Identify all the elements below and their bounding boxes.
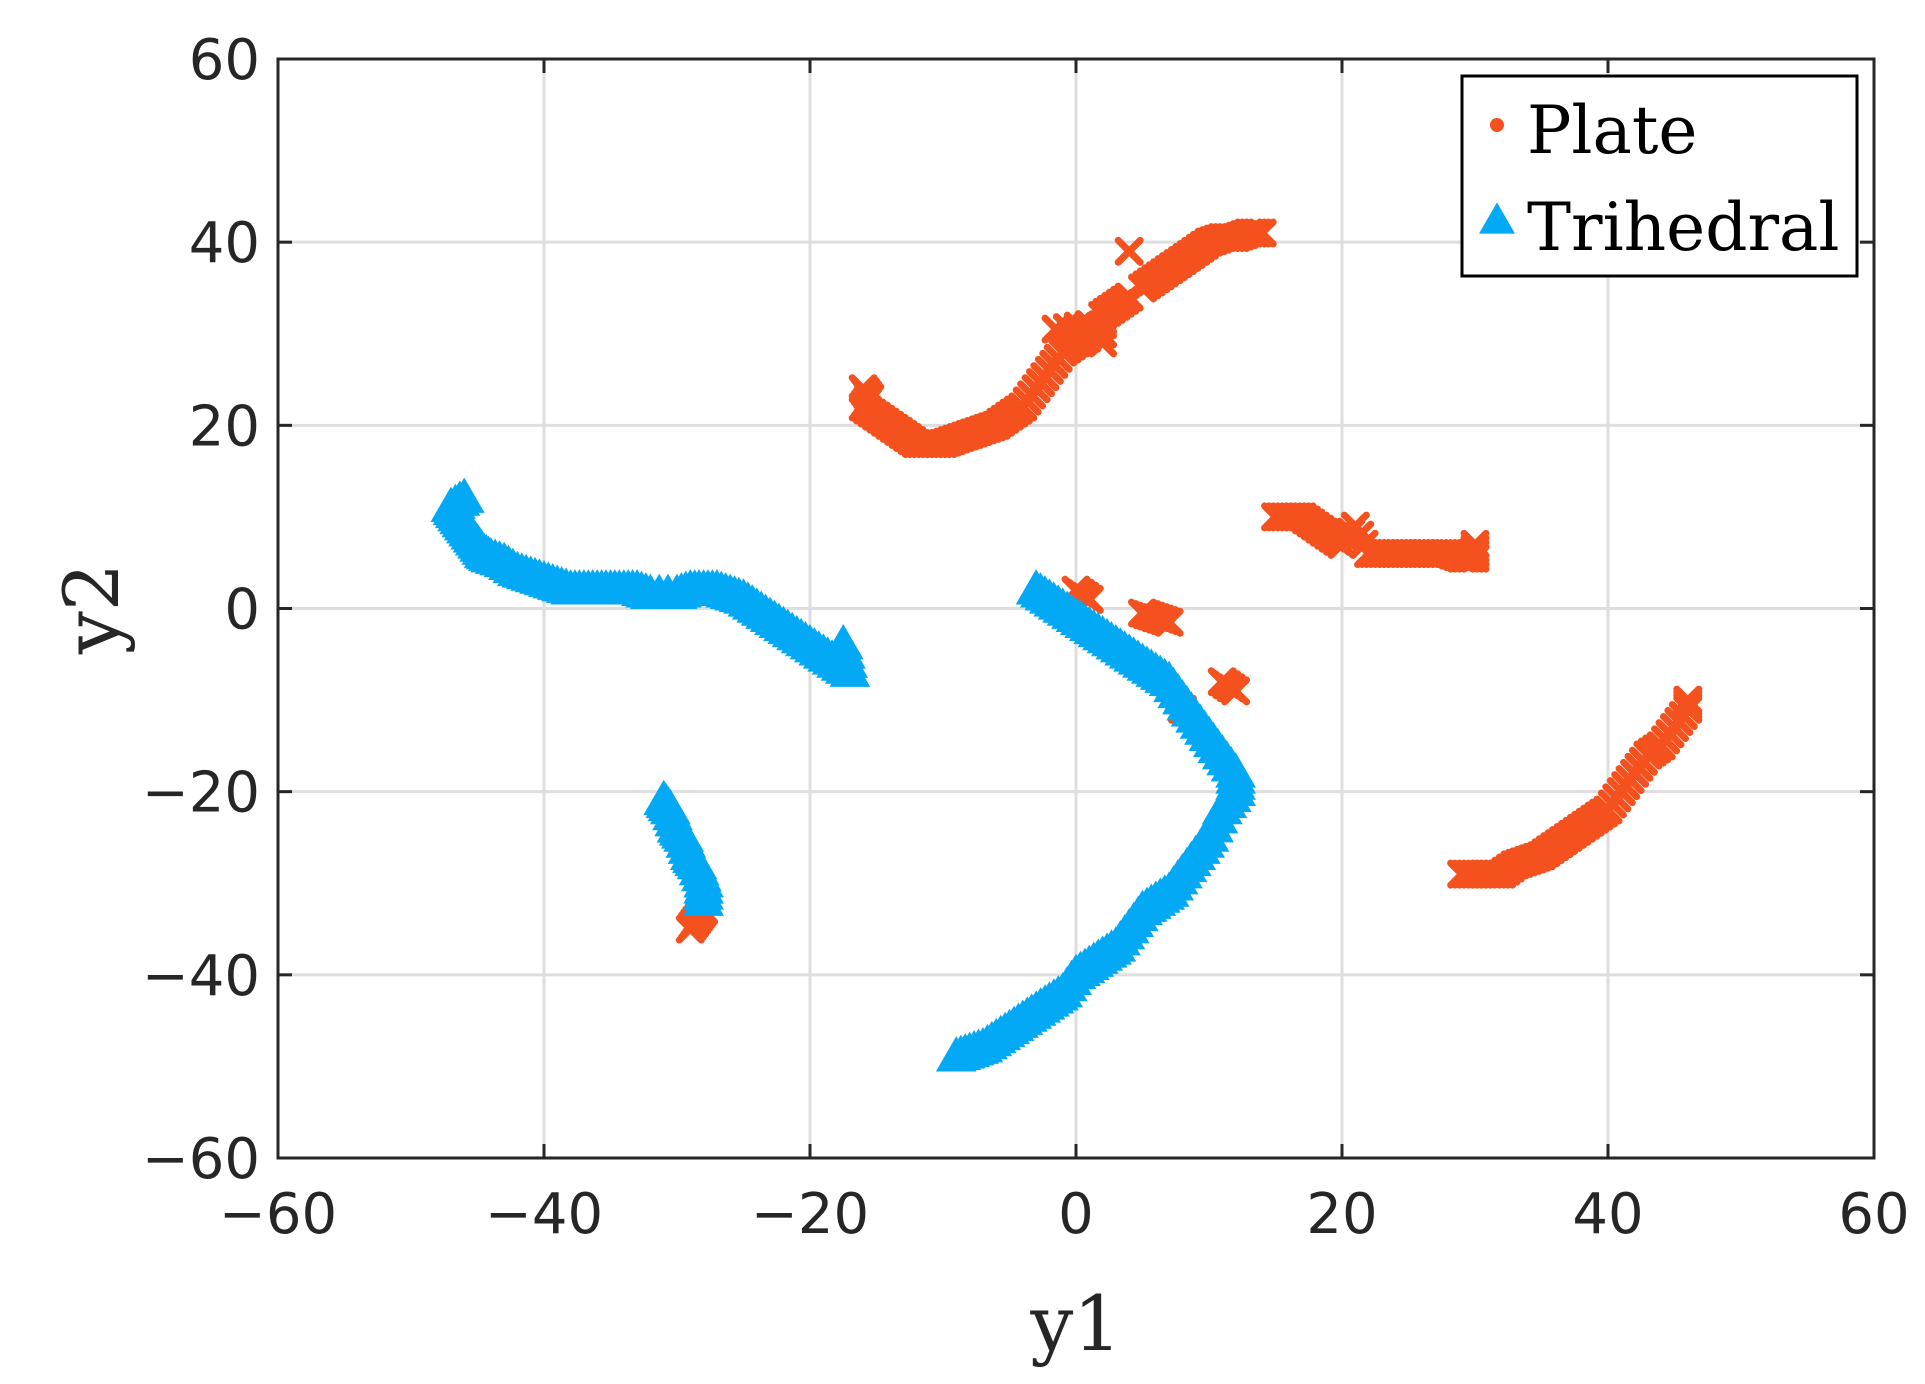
plate-legend-dot xyxy=(1490,118,1504,132)
x-tick-label: −60 xyxy=(219,1182,337,1247)
plate-point xyxy=(675,914,705,944)
y-tick-label: 20 xyxy=(189,394,260,459)
y-tick-label: −20 xyxy=(142,761,260,826)
plate-point xyxy=(1114,236,1144,266)
x-tick-label: 0 xyxy=(1058,1182,1094,1247)
axis-ticks: −60 −40 −20 0 20 40 60 60 40 20 0 −20 −40 −60 xyxy=(142,28,1910,1247)
data-points xyxy=(430,218,1703,1072)
x-tick-label: 40 xyxy=(1572,1182,1643,1247)
plate-point xyxy=(1221,676,1251,706)
legend-marker-plate xyxy=(1490,118,1504,132)
y-tick-label: 0 xyxy=(224,578,260,643)
legend: Plate Trihedral xyxy=(1460,74,1859,278)
legend-label-trihedral: Trihedral xyxy=(1527,189,1840,266)
x-tick-label: −20 xyxy=(751,1182,869,1247)
y-tick-label: −40 xyxy=(142,944,260,1009)
trihedral-point xyxy=(683,880,724,916)
trihedral-point xyxy=(822,624,864,660)
y-tick-label: 40 xyxy=(189,211,260,276)
x-tick-label: −40 xyxy=(485,1182,603,1247)
y-axis-label: y2 xyxy=(47,563,136,655)
plate-point xyxy=(1673,685,1703,715)
trihedral-point xyxy=(935,1036,977,1072)
legend-label-plate: Plate xyxy=(1527,92,1697,169)
plate-point xyxy=(1460,529,1490,559)
x-tick-label: 60 xyxy=(1838,1182,1909,1247)
x-axis-label: y1 xyxy=(1029,1279,1121,1368)
plate-point xyxy=(1247,218,1277,248)
y-tick-label: −60 xyxy=(142,1127,260,1192)
trihedral-legend-triangle xyxy=(1479,202,1515,234)
plate-point xyxy=(1154,607,1184,637)
x-tick-label: 20 xyxy=(1306,1182,1377,1247)
y-tick-label: 60 xyxy=(189,28,260,93)
legend-box xyxy=(1460,74,1859,278)
legend-marker-trihedral xyxy=(1479,202,1515,234)
